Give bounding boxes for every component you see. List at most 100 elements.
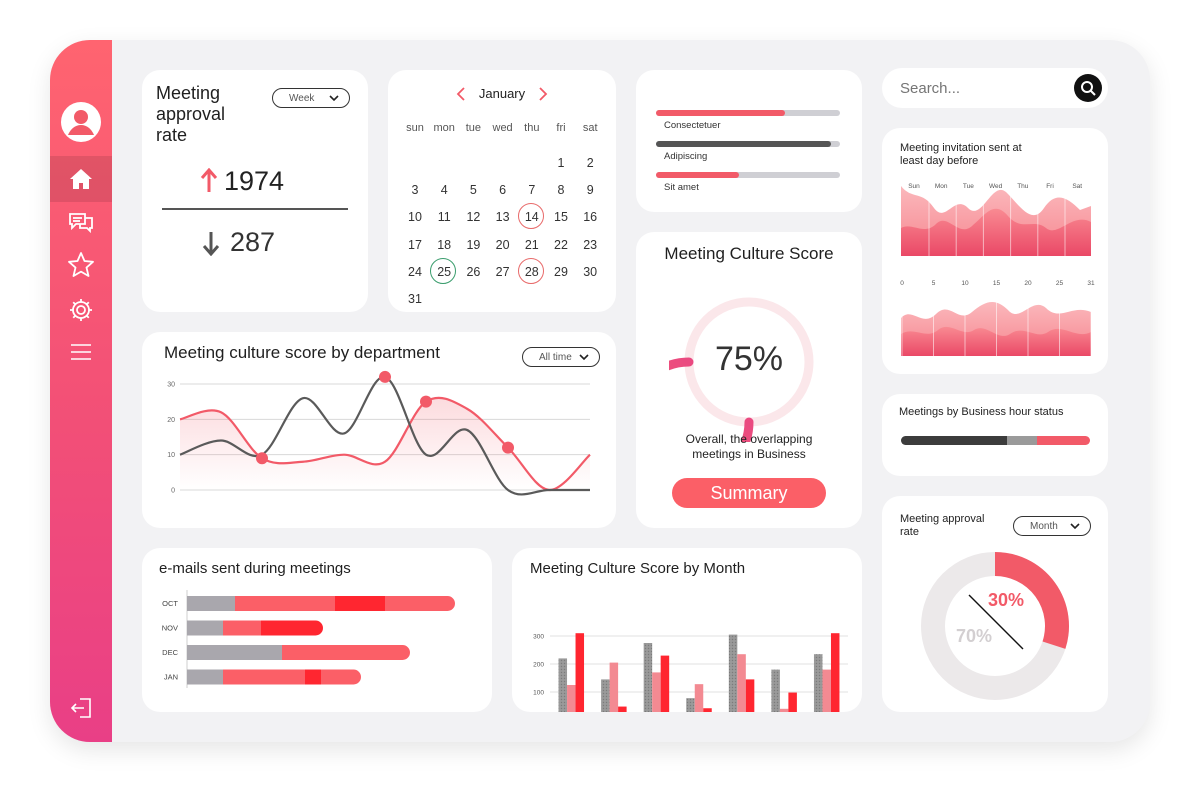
chevron-left-icon[interactable] xyxy=(456,87,466,101)
bar-segment xyxy=(235,596,335,611)
chevron-down-icon xyxy=(1070,523,1080,530)
y-tick-label: 20 xyxy=(167,417,175,424)
weekday-fri: fri xyxy=(556,122,566,134)
calendar-day-3[interactable]: 3 xyxy=(411,183,419,198)
gear-icon[interactable] xyxy=(50,290,112,330)
data-point[interactable] xyxy=(420,395,432,408)
business-hour-segment-2 xyxy=(1037,436,1090,445)
calendar-day-23[interactable]: 23 xyxy=(583,237,598,252)
calendar-day-25[interactable]: 25 xyxy=(429,257,459,285)
calendar-day-21[interactable]: 21 xyxy=(524,237,539,252)
calendar-day-11[interactable]: 11 xyxy=(437,210,451,225)
down-value: 287 xyxy=(230,227,276,257)
arrow-down-icon xyxy=(202,232,220,256)
calendar-day-6[interactable]: 6 xyxy=(499,183,507,198)
calendar-day-5[interactable]: 5 xyxy=(469,183,477,198)
bar xyxy=(609,662,619,712)
business-hour-title: Meetings by Business hour status xyxy=(899,406,1064,418)
logout-icon[interactable] xyxy=(50,688,112,728)
progress-fill xyxy=(656,110,785,116)
calendar-day-4[interactable]: 4 xyxy=(440,183,448,198)
bar xyxy=(618,706,627,712)
menu-icon[interactable] xyxy=(50,332,112,372)
week-dropdown[interactable]: Week xyxy=(272,88,350,108)
bar-segment xyxy=(223,620,261,636)
search-icon[interactable] xyxy=(1074,74,1102,102)
business-hour-card: Meetings by Business hour status xyxy=(882,394,1108,476)
calendar-day-19[interactable]: 19 xyxy=(466,237,481,252)
approval-rate-title: Meeting approval rate xyxy=(156,83,226,145)
progress-label: Sit amet xyxy=(664,182,699,193)
invitation-charts: Sun Mon Tue Wed Thu Fri Sat 0 5 10 15 20 25 31 xyxy=(900,183,1095,356)
bar-segment-join xyxy=(261,620,269,636)
data-point[interactable] xyxy=(379,370,391,383)
month-dropdown[interactable]: Month xyxy=(1013,516,1091,536)
bar-segment xyxy=(321,669,361,685)
bar xyxy=(558,658,568,712)
progress-card: Consectetuer Adipiscing Sit amet xyxy=(636,70,862,212)
axis-tick-label: 0 xyxy=(900,280,904,287)
calendar-day-31[interactable]: 31 xyxy=(408,292,422,306)
chat-icon[interactable] xyxy=(50,203,112,243)
calendar-day-10[interactable]: 10 xyxy=(408,210,422,225)
all-time-dropdown-label: All time xyxy=(539,351,572,363)
axis-tick-label: Fri xyxy=(1046,183,1054,190)
bar-segment xyxy=(187,645,282,660)
donut-divider-line xyxy=(968,594,1024,650)
bar xyxy=(660,655,670,712)
bar xyxy=(686,698,695,712)
all-time-dropdown[interactable]: All time xyxy=(522,347,600,367)
calendar-day-24[interactable]: 24 xyxy=(408,264,422,279)
home-icon[interactable] xyxy=(50,156,112,202)
culture-score-gauge xyxy=(669,297,814,442)
chevron-down-icon xyxy=(329,95,339,102)
user-avatar[interactable] xyxy=(50,100,112,144)
weekday-sun: sun xyxy=(406,122,424,134)
axis-tick-label: Tue xyxy=(963,183,974,190)
data-point[interactable] xyxy=(502,441,514,454)
calendar-day-12[interactable]: 12 xyxy=(466,210,481,225)
bar-segment xyxy=(282,645,410,660)
summary-button[interactable]: Summary xyxy=(672,478,826,508)
bar xyxy=(822,669,831,712)
calendar-day-7[interactable]: 7 xyxy=(528,183,536,198)
calendar-day-29[interactable]: 29 xyxy=(554,264,568,279)
category-label: JAN xyxy=(164,673,178,682)
donut-segment-a xyxy=(994,552,1069,649)
bar-segment xyxy=(385,596,455,611)
calendar-day-20[interactable]: 20 xyxy=(495,237,510,252)
calendar-day-22[interactable]: 22 xyxy=(554,237,568,252)
calendar-day-26[interactable]: 26 xyxy=(466,264,481,279)
y-tick-label: 30 xyxy=(167,382,175,389)
y-tick-label: 0 xyxy=(171,488,175,495)
search-box[interactable] xyxy=(882,68,1108,108)
culture-score-title: Meeting Culture Score xyxy=(664,244,834,263)
calendar-day-8[interactable]: 8 xyxy=(557,183,565,198)
app-frame: Meeting approval rate Week 1974 287 Janu… xyxy=(50,40,1150,742)
calendar-day-13[interactable]: 13 xyxy=(495,210,510,225)
approval-rate-card: Meeting approval rate Week 1974 287 xyxy=(142,70,368,312)
bar-segment xyxy=(223,669,305,685)
y-tick-label: 100 xyxy=(533,690,544,697)
calendar-day-28[interactable]: 28 xyxy=(517,257,547,285)
calendar-day-14[interactable]: 14 xyxy=(517,203,547,230)
calendar-day-18[interactable]: 18 xyxy=(437,237,452,252)
bar-segment-join xyxy=(385,596,393,611)
bar xyxy=(652,672,661,712)
month-title: Meeting Culture Score by Month xyxy=(530,560,746,577)
calendar-day-30[interactable]: 30 xyxy=(583,264,598,279)
calendar-day-2[interactable]: 2 xyxy=(586,156,594,170)
calendar-card: January sun mon tue wed thu fri sat 1 2 3 4 5 6 7 8 9 10… xyxy=(388,70,616,312)
weekday-sat: sat xyxy=(582,122,598,134)
department-line-chart: 0 10 20 30 xyxy=(167,370,591,496)
data-point[interactable] xyxy=(256,452,268,465)
calendar-day-1[interactable]: 1 xyxy=(557,156,565,170)
search-input[interactable] xyxy=(900,78,1060,98)
calendar-day-9[interactable]: 9 xyxy=(586,183,594,198)
calendar-day-17[interactable]: 17 xyxy=(408,237,422,252)
calendar-day-27[interactable]: 27 xyxy=(495,264,510,279)
calendar-day-16[interactable]: 16 xyxy=(583,210,598,225)
calendar-day-15[interactable]: 15 xyxy=(554,210,568,225)
chevron-right-icon[interactable] xyxy=(538,87,548,101)
star-icon[interactable] xyxy=(50,245,112,285)
